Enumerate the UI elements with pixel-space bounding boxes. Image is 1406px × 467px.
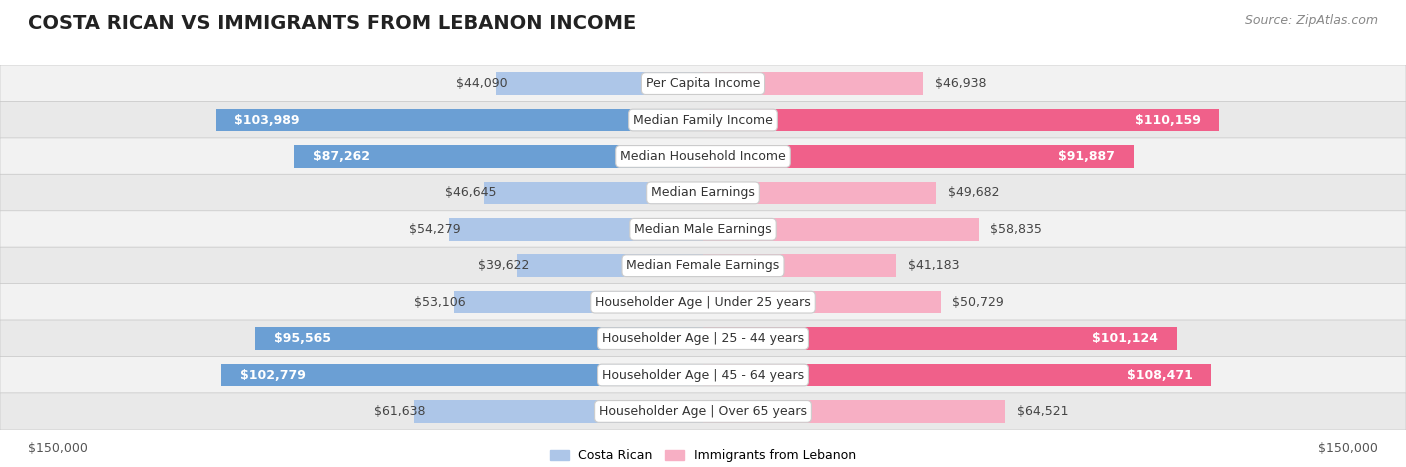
Text: Householder Age | Under 25 years: Householder Age | Under 25 years <box>595 296 811 309</box>
Text: Median Earnings: Median Earnings <box>651 186 755 199</box>
Text: Median Family Income: Median Family Income <box>633 113 773 127</box>
Bar <box>449 218 703 241</box>
Text: $46,645: $46,645 <box>444 186 496 199</box>
Text: Median Household Income: Median Household Income <box>620 150 786 163</box>
Text: $91,887: $91,887 <box>1059 150 1115 163</box>
Text: $110,159: $110,159 <box>1135 113 1201 127</box>
FancyBboxPatch shape <box>0 174 1406 212</box>
Bar <box>703 291 941 313</box>
Bar <box>703 255 896 277</box>
Text: $46,938: $46,938 <box>935 77 986 90</box>
Text: $108,471: $108,471 <box>1126 368 1192 382</box>
FancyBboxPatch shape <box>0 356 1406 394</box>
Bar <box>703 218 979 241</box>
Text: Source: ZipAtlas.com: Source: ZipAtlas.com <box>1244 14 1378 27</box>
Text: $54,279: $54,279 <box>409 223 460 236</box>
Bar <box>294 145 703 168</box>
Text: $41,183: $41,183 <box>908 259 959 272</box>
Bar <box>496 72 703 95</box>
Text: $95,565: $95,565 <box>274 332 330 345</box>
Bar <box>415 400 703 423</box>
Bar <box>703 364 1212 386</box>
Bar <box>703 182 936 204</box>
Text: $39,622: $39,622 <box>478 259 529 272</box>
Bar <box>454 291 703 313</box>
Text: Householder Age | 25 - 44 years: Householder Age | 25 - 44 years <box>602 332 804 345</box>
Bar <box>215 109 703 131</box>
Text: $58,835: $58,835 <box>990 223 1042 236</box>
Bar <box>254 327 703 350</box>
Bar <box>703 327 1177 350</box>
Bar <box>485 182 703 204</box>
Text: $87,262: $87,262 <box>312 150 370 163</box>
FancyBboxPatch shape <box>0 393 1406 430</box>
Text: $64,521: $64,521 <box>1017 405 1069 418</box>
FancyBboxPatch shape <box>0 65 1406 102</box>
FancyBboxPatch shape <box>0 283 1406 321</box>
FancyBboxPatch shape <box>0 138 1406 175</box>
Text: $44,090: $44,090 <box>457 77 508 90</box>
Text: Householder Age | Over 65 years: Householder Age | Over 65 years <box>599 405 807 418</box>
Bar <box>517 255 703 277</box>
Text: $102,779: $102,779 <box>240 368 307 382</box>
Bar <box>703 72 922 95</box>
Text: $150,000: $150,000 <box>28 442 89 455</box>
FancyBboxPatch shape <box>0 247 1406 284</box>
Text: $150,000: $150,000 <box>1317 442 1378 455</box>
Legend: Costa Rican, Immigrants from Lebanon: Costa Rican, Immigrants from Lebanon <box>544 444 862 467</box>
Text: $101,124: $101,124 <box>1092 332 1159 345</box>
Bar <box>703 109 1219 131</box>
Bar <box>703 145 1133 168</box>
Text: $53,106: $53,106 <box>415 296 465 309</box>
Text: Householder Age | 45 - 64 years: Householder Age | 45 - 64 years <box>602 368 804 382</box>
Text: Median Female Earnings: Median Female Earnings <box>627 259 779 272</box>
FancyBboxPatch shape <box>0 211 1406 248</box>
Text: $50,729: $50,729 <box>952 296 1004 309</box>
Text: $49,682: $49,682 <box>948 186 1000 199</box>
Bar <box>703 400 1005 423</box>
Text: $61,638: $61,638 <box>374 405 426 418</box>
FancyBboxPatch shape <box>0 101 1406 139</box>
FancyBboxPatch shape <box>0 320 1406 357</box>
Text: Median Male Earnings: Median Male Earnings <box>634 223 772 236</box>
Text: Per Capita Income: Per Capita Income <box>645 77 761 90</box>
Text: COSTA RICAN VS IMMIGRANTS FROM LEBANON INCOME: COSTA RICAN VS IMMIGRANTS FROM LEBANON I… <box>28 14 637 33</box>
Bar <box>221 364 703 386</box>
Text: $103,989: $103,989 <box>235 113 299 127</box>
